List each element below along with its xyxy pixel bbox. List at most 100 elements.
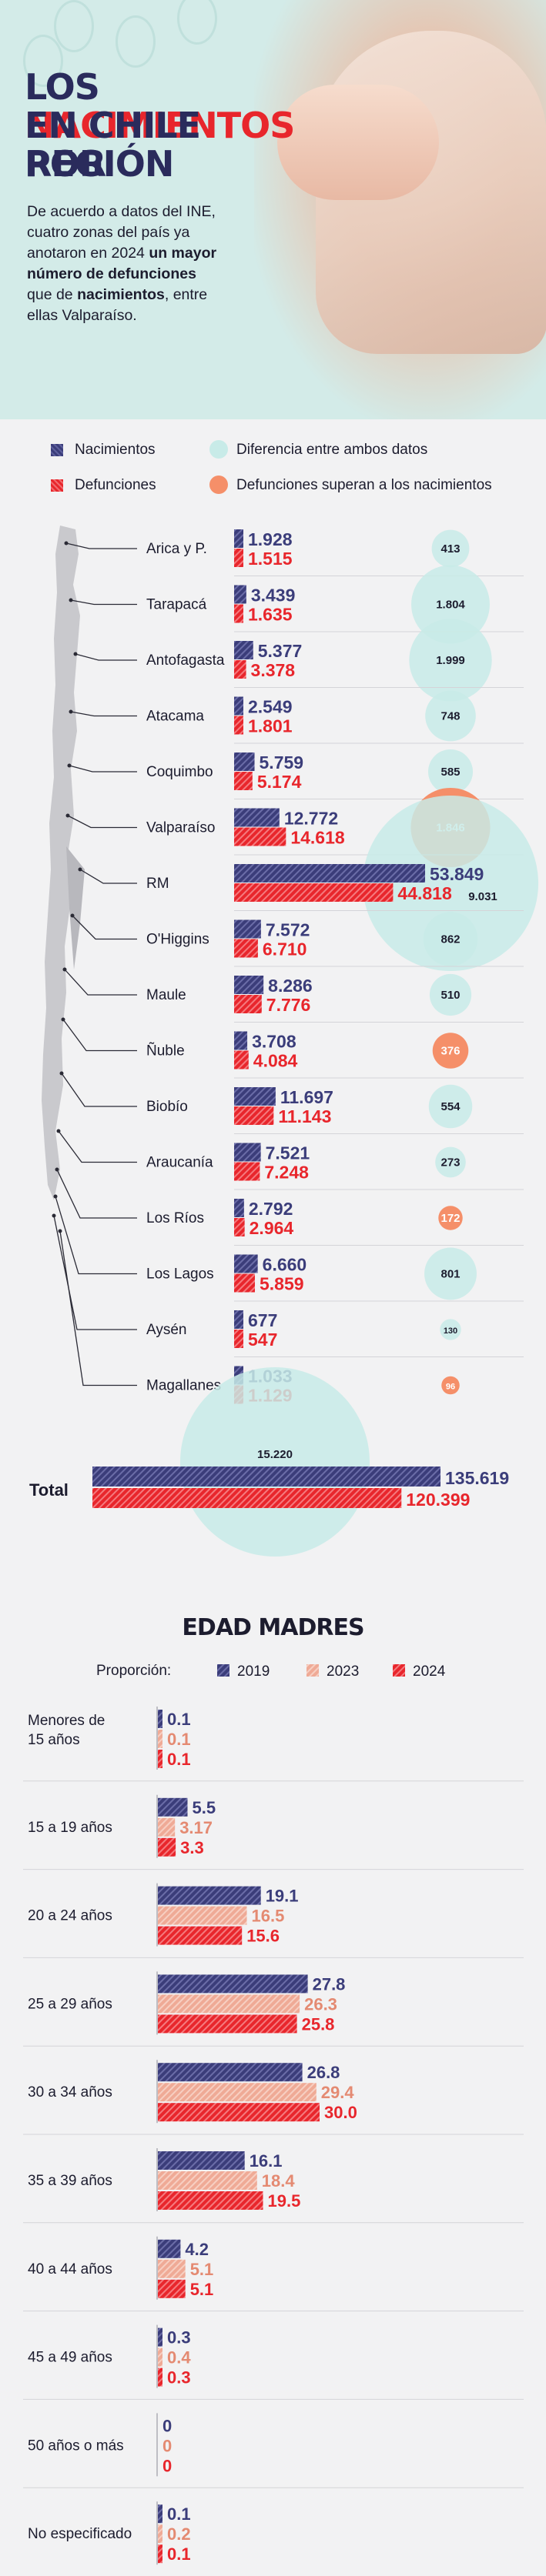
age-value: 0.1 (167, 1750, 191, 1769)
total-births-bar (92, 1467, 440, 1487)
deaths-bar (234, 827, 286, 846)
deaths-bar (234, 883, 394, 902)
age-value: 3.3 (180, 1838, 204, 1857)
births-bar (234, 976, 264, 994)
difference-label: 748 (440, 710, 460, 723)
age-value: 0.3 (167, 2368, 191, 2387)
deaths-value: 44.818 (397, 883, 452, 903)
age-value: 0 (162, 2416, 172, 2435)
region-label: Magallanes (146, 1378, 221, 1394)
age-label: Menores de 15 años (28, 1713, 105, 1748)
births-bar (234, 696, 243, 716)
difference-circle (432, 1033, 469, 1069)
deaths-bar (234, 549, 243, 567)
legend-deaths-exceed: Defunciones superan a los nacimientos (236, 477, 492, 493)
age-value: 25.8 (302, 2014, 335, 2034)
region-label: Antofagasta (146, 652, 225, 669)
map-rm (66, 846, 85, 969)
deaths-value: 14.618 (290, 828, 345, 848)
difference-circle (431, 529, 470, 568)
difference-circle (438, 1206, 463, 1230)
region-label: Maule (146, 987, 186, 1003)
deaths-bar (234, 1050, 249, 1069)
age-label: 35 a 39 años (28, 2173, 112, 2189)
map-dot (61, 1017, 65, 1022)
region-label: Biobío (146, 1099, 188, 1115)
map-dot (69, 598, 73, 602)
difference-circle (423, 912, 478, 966)
leader-line (62, 1019, 137, 1052)
age-bar (158, 1926, 243, 1945)
deaths-value: 7.248 (264, 1163, 309, 1183)
region-label: Los Ríos (146, 1210, 204, 1226)
region-label: Arica y P. (146, 541, 207, 557)
deaths-value: 3.378 (251, 660, 296, 680)
births-bar (234, 1031, 248, 1050)
age-bar (158, 1906, 247, 1925)
deaths-bar (234, 772, 253, 790)
leader-line (53, 1215, 137, 1330)
total-label: Total (29, 1480, 69, 1500)
leader-line (72, 915, 137, 940)
births-bar (234, 641, 253, 659)
map-dot (65, 813, 70, 818)
intro-text: De acuerdo a datos del INE, cuatro zonas… (27, 202, 221, 326)
births-value: 3.708 (252, 1032, 296, 1052)
age-chart: Proporción: 2019 2023 2024 Menores de 15 años… (23, 1663, 524, 2565)
age-value: 16.1 (250, 2151, 283, 2171)
leader-line (70, 599, 137, 606)
deaths-value: 1.515 (248, 549, 293, 569)
deaths-value: 4.084 (253, 1051, 298, 1071)
deaths-bar (234, 1162, 260, 1181)
map-dot (53, 1194, 58, 1199)
age-bar (158, 2239, 181, 2258)
age-legend-year: 2023 (327, 1663, 359, 1680)
age-value: 19.1 (266, 1887, 299, 1906)
region-label: O'Higgins (146, 932, 209, 948)
region-label: Tarapacá (146, 597, 207, 613)
age-bar (158, 1817, 176, 1837)
age-value: 16.5 (252, 1907, 285, 1926)
difference-label: 585 (440, 766, 460, 779)
deaths-bar (234, 604, 243, 623)
age-value: 26.3 (304, 1994, 337, 2014)
births-value: 8.286 (268, 976, 313, 996)
age-label: 20 a 24 años (28, 1908, 112, 1924)
title-line-3: REGIÓN (25, 143, 174, 185)
difference-label: 862 (440, 933, 460, 946)
age-value: 0 (162, 2456, 172, 2475)
age-bar (158, 1797, 188, 1817)
births-value: 2.792 (249, 1199, 293, 1219)
age-chart-title: EDAD MADRES (182, 1614, 364, 1641)
difference-label: 273 (440, 1156, 460, 1170)
age-bar (158, 1886, 261, 1905)
age-row: No especificado 0.10.20.1 (23, 2487, 524, 2565)
difference-label: 554 (440, 1100, 461, 1113)
age-value: 0 (162, 2436, 172, 2455)
total-births-value: 135.619 (445, 1468, 509, 1488)
leader-line (55, 1196, 137, 1275)
age-label: 25 a 29 años (28, 1996, 112, 2012)
births-value: 5.377 (258, 641, 303, 661)
difference-label: 9.031 (468, 890, 497, 903)
age-value: 0.1 (167, 1730, 191, 1749)
deaths-value: 1.635 (248, 605, 293, 625)
deaths-bar (234, 660, 246, 679)
intro-bold: un mayor número de defunciones (27, 245, 217, 282)
difference-label: 376 (440, 1045, 460, 1058)
age-row: 25 a 29 años 27.826.325.8 (23, 1957, 524, 2035)
age-row: 45 a 49 años 0.30.40.3 (23, 2311, 524, 2388)
map-dot (69, 709, 73, 714)
births-bar (234, 1199, 244, 1217)
age-bar (158, 2103, 320, 2122)
births-bar (234, 585, 246, 604)
map-dot (73, 652, 78, 656)
total-difference-label: 15.220 (257, 1448, 293, 1461)
age-row: 15 a 19 años 5.53.173.3 (23, 1780, 524, 1858)
legend-deaths: Defunciones (75, 477, 156, 493)
